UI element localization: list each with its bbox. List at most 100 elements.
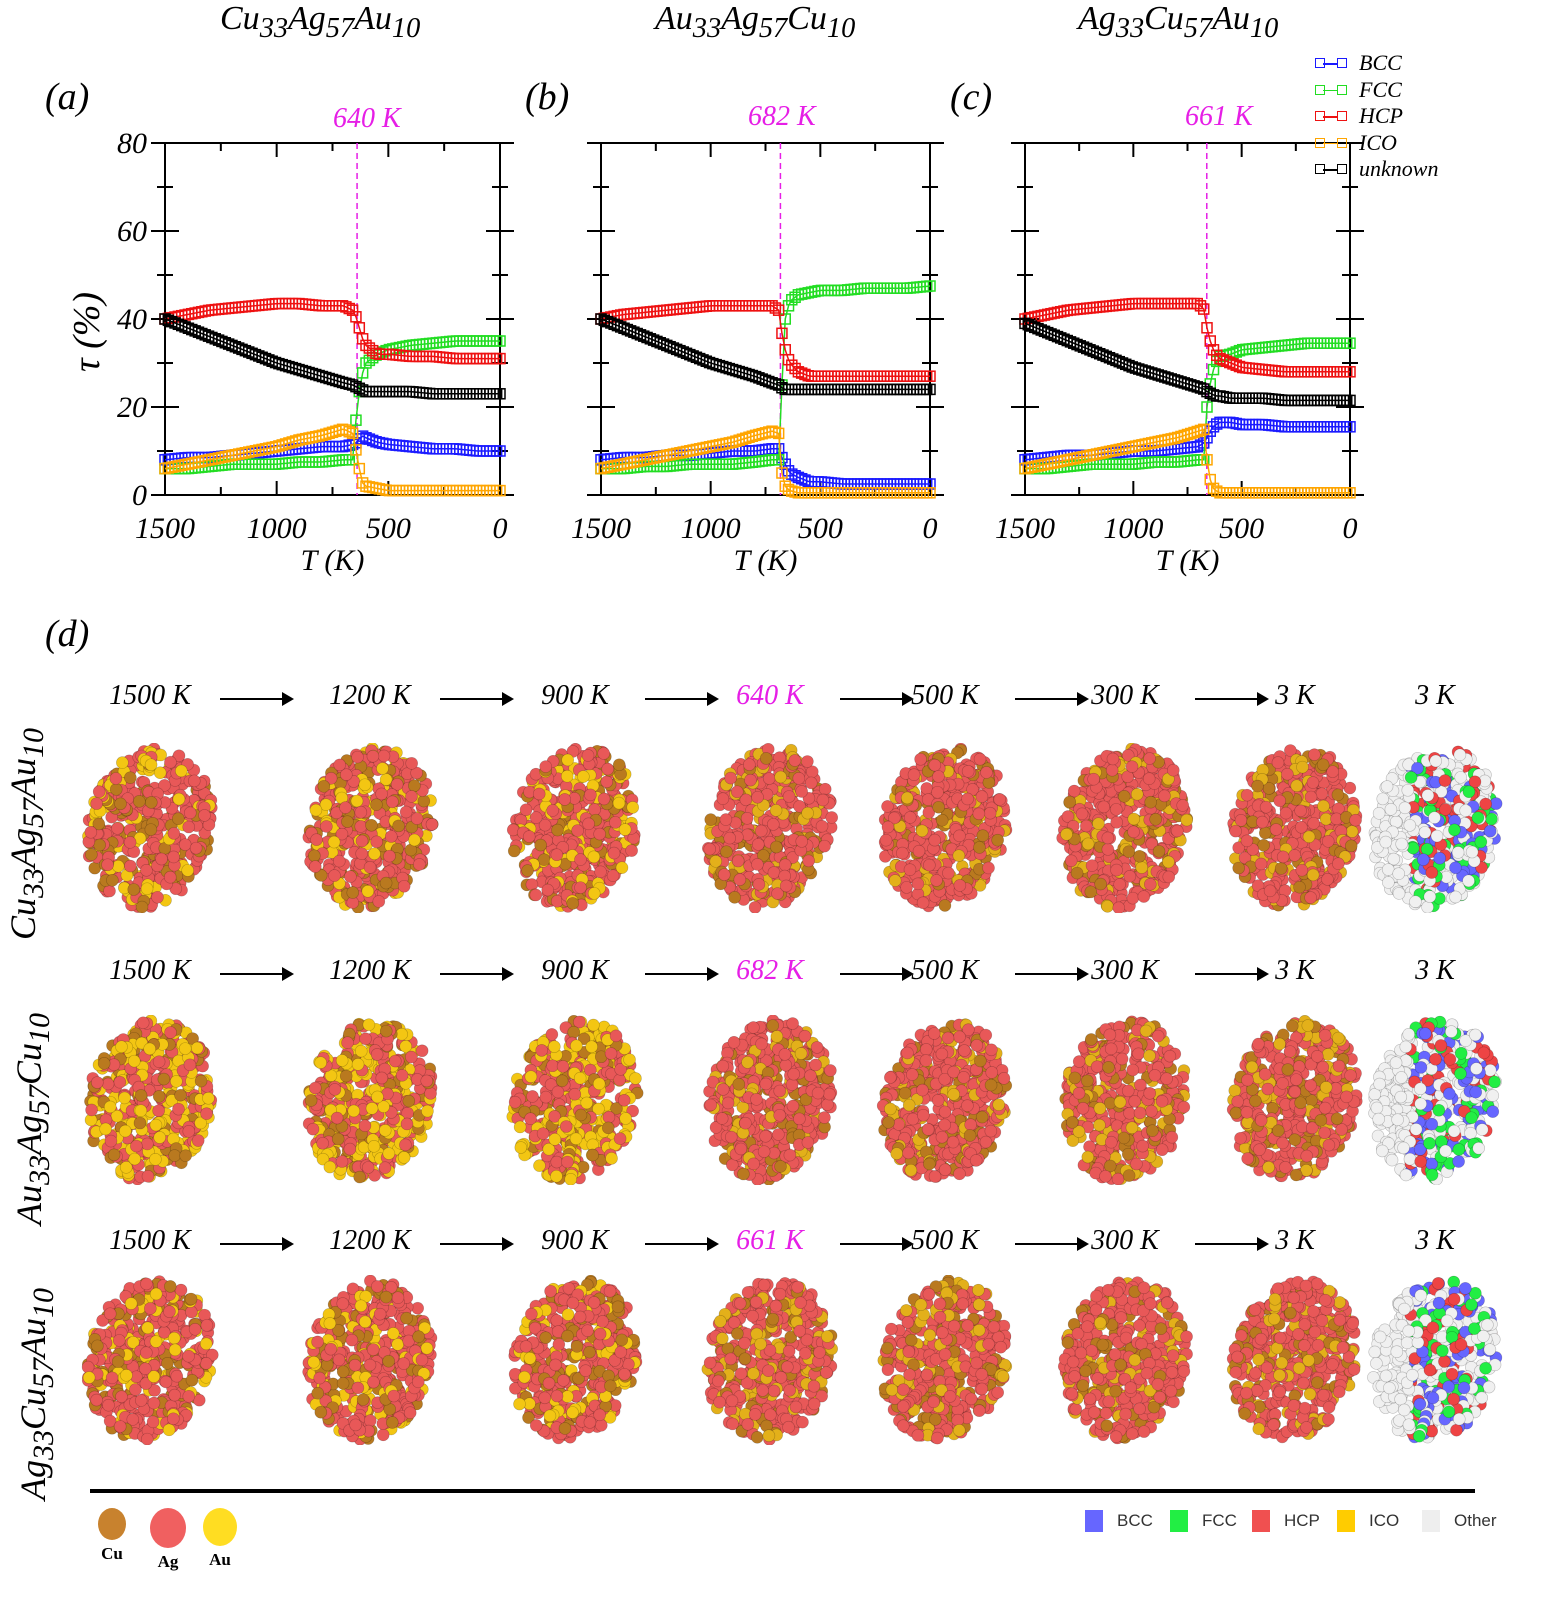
- point-HCP: [772, 304, 785, 316]
- snapshot-temperature: 3 K: [1415, 1225, 1455, 1256]
- snapshot-temperature: 3 K: [1275, 1225, 1315, 1256]
- arrow-icon: [1195, 1237, 1269, 1251]
- nanoparticle-snapshot: [701, 743, 839, 913]
- snapshot-temperature: 3 K: [1415, 680, 1455, 711]
- nanoparticle-snapshot: [506, 1015, 644, 1185]
- point-HCP: [776, 327, 788, 340]
- arrow-icon: [1195, 692, 1269, 706]
- point-ICO: [346, 427, 359, 440]
- snapshot-temperature: 500 K: [911, 680, 979, 711]
- arrow-icon: [1195, 967, 1269, 981]
- title-a: Cu33Ag57Au10: [220, 0, 421, 44]
- legend-item-unknown: unknown: [1315, 156, 1438, 183]
- legend-item-BCC: BCC: [1315, 50, 1438, 77]
- point-ICO: [1191, 425, 1203, 438]
- legend-item-HCP: HCP: [1315, 103, 1438, 130]
- panel-label-a: (a): [45, 76, 90, 118]
- arrow-icon: [1015, 967, 1089, 981]
- x-tick-label: 1000: [1103, 512, 1163, 545]
- color-swatch-icon: [1337, 1510, 1355, 1532]
- structure-snapshot: [1368, 745, 1503, 913]
- point-ICO: [353, 462, 366, 475]
- legend: BCC FCC HCP ICO unknown: [1315, 50, 1438, 183]
- arrow-icon: [645, 692, 719, 706]
- point-HCP: [346, 304, 359, 316]
- legend-label: HCP: [1359, 103, 1403, 129]
- point-ICO: [776, 467, 788, 479]
- title-c: Ag33Cu57Au10: [1078, 0, 1279, 44]
- atom-sphere-icon: [98, 1508, 126, 1540]
- arrow-icon: [1015, 1237, 1089, 1251]
- nanoparticle-snapshot: [81, 1275, 219, 1445]
- arrow-icon: [440, 967, 514, 981]
- snapshot-temperature: 300 K: [1091, 1225, 1159, 1256]
- arrow-icon: [220, 692, 294, 706]
- nanoparticle-snapshot: [701, 1277, 838, 1445]
- structure-snapshot: [1367, 1275, 1503, 1444]
- point-ICO: [1194, 424, 1207, 437]
- point-HCP: [1194, 300, 1207, 312]
- snapshot-temperature: 1200 K: [329, 955, 411, 986]
- arrow-icon: [220, 1237, 294, 1251]
- nanoparticle-snapshot: [302, 743, 439, 913]
- x-tick-label: 1500: [571, 512, 631, 545]
- point-HCP: [924, 370, 936, 382]
- row-label-1: Au33Ag57Cu10: [9, 1012, 57, 1225]
- snapshot-temperature: 900 K: [541, 680, 609, 711]
- snapshot-temperature: 3 K: [1275, 955, 1315, 986]
- point-HCP: [340, 301, 352, 313]
- point-FCC: [1344, 337, 1356, 349]
- series-line-HCP: [164, 302, 500, 360]
- snapshot-temperature: 1200 K: [329, 680, 411, 711]
- point-ICO: [350, 444, 362, 456]
- legend-marker-icon: [1315, 164, 1347, 175]
- panel-label-c: (c): [950, 76, 993, 118]
- transition-label-a: 640 K: [333, 103, 401, 134]
- point-ICO: [343, 426, 355, 438]
- point-ICO: [340, 424, 352, 436]
- point-ICO: [1344, 487, 1356, 499]
- nanoparticle-snapshot: [302, 1275, 438, 1445]
- arrow-icon: [840, 1237, 914, 1251]
- x-axis-label: T (K): [1156, 544, 1220, 577]
- x-axis-label: T (K): [301, 544, 365, 577]
- x-tick-label: 500: [798, 512, 843, 545]
- plot-frame: [600, 142, 931, 496]
- structure-snapshot: [1368, 1015, 1502, 1185]
- legend-marker-icon: [1315, 137, 1347, 148]
- legend-label: ICO: [1359, 129, 1397, 155]
- nanoparticle-snapshot: [506, 743, 641, 913]
- atom-sphere-icon: [150, 1508, 186, 1548]
- arrow-icon: [645, 967, 719, 981]
- series-line-unknown: [600, 318, 930, 391]
- point-FCC: [494, 335, 506, 347]
- nanoparticle-snapshot: [1059, 1015, 1191, 1185]
- atom-legend-Cu: Cu: [98, 1508, 126, 1564]
- point-HCP: [356, 333, 369, 345]
- legend-marker-icon: [1315, 84, 1347, 95]
- point-HCP: [343, 302, 355, 315]
- point-ICO: [1198, 423, 1210, 436]
- divider: [90, 1489, 1475, 1493]
- color-swatch-icon: [1252, 1510, 1270, 1532]
- point-BCC: [1201, 432, 1213, 444]
- panel-label-d: (d): [45, 613, 90, 655]
- point-HCP: [353, 322, 366, 334]
- legend-label: BCC: [1359, 50, 1402, 76]
- point-unknown: [1198, 383, 1210, 395]
- nanoparticle-snapshot: [876, 1018, 1013, 1183]
- nanoparticle-snapshot: [84, 1015, 218, 1185]
- x-tick-label: 500: [1219, 512, 1264, 545]
- snapshot-temperature: 3 K: [1275, 680, 1315, 711]
- y-tick-label: 60: [117, 215, 147, 248]
- arrow-icon: [220, 967, 294, 981]
- point-FCC: [924, 280, 936, 292]
- snapshot-temperature: 1200 K: [329, 1225, 411, 1256]
- x-tick-label: 0: [493, 512, 508, 545]
- nanoparticle-snapshot: [1226, 1015, 1363, 1183]
- snapshot-temperature: 500 K: [911, 1225, 979, 1256]
- arrow-icon: [840, 692, 914, 706]
- point-ICO: [766, 425, 778, 437]
- legend-item-FCC: FCC: [1315, 77, 1438, 104]
